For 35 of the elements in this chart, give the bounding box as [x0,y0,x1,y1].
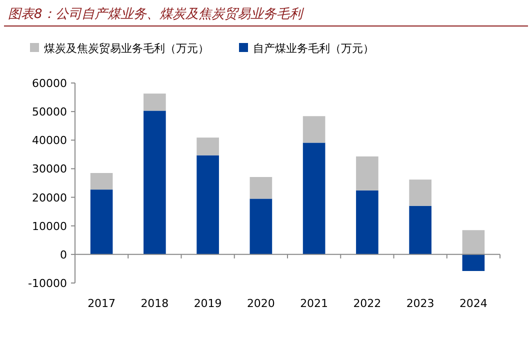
bar [302,142,326,254]
y-tick-label: 20000 [32,191,67,204]
y-tick-label: 50000 [32,106,67,119]
y-tick-label: 0 [60,248,67,262]
bar [356,190,378,254]
legend-label: 自产煤业务毛利（万元） [253,42,374,55]
y-tick-label: 30000 [32,162,67,176]
bar [250,198,272,254]
bar [302,116,326,143]
bar [90,190,113,254]
bar [144,94,166,111]
bar [409,180,432,206]
bar [196,138,219,156]
bar [250,177,272,199]
x-tick-label: 2024 [459,297,488,310]
x-tick-label: 2021 [300,297,328,310]
chart-title: 图表8：公司自产煤业务、煤炭及焦炭贸易业务毛利 [8,7,304,22]
bar [90,173,113,190]
bar [356,156,378,190]
x-tick-label: 2019 [194,297,222,310]
y-tick-label: 40000 [32,134,67,148]
bar [462,254,485,271]
bar [144,110,166,254]
y-tick-label: -10000 [28,277,67,290]
bar [462,230,485,254]
bar [409,206,432,254]
bar [196,155,219,254]
x-tick-label: 2022 [353,297,382,310]
x-tick-label: 2023 [406,297,434,310]
legend-label: 煤炭及焦炭贸易业务毛利（万元） [44,42,209,55]
y-tick-label: 10000 [32,220,67,233]
x-tick-label: 2018 [140,297,169,310]
x-tick-label: 2017 [88,297,116,310]
x-tick-label: 2020 [246,297,275,310]
y-tick-label: 60000 [32,77,67,90]
